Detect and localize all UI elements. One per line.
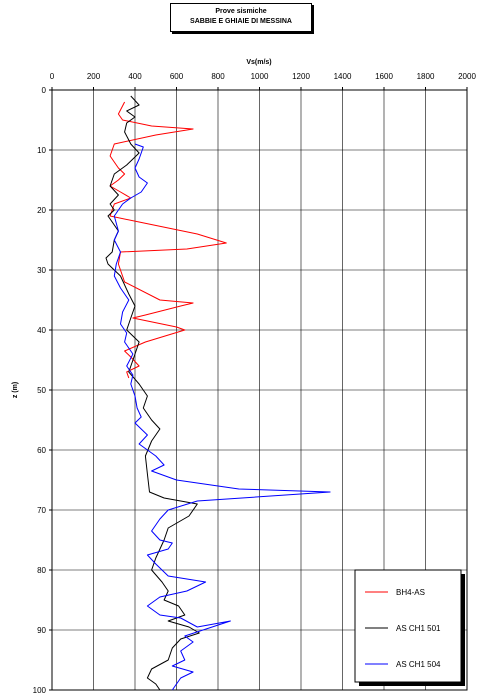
x-tick-label: 1200 <box>292 72 310 81</box>
y-tick-label: 20 <box>37 206 46 215</box>
x-axis-ticks: 0 200 400 600 800 1000 1200 1400 1600 1800 2000 <box>50 72 476 90</box>
y-axis-ticks: 0 10 20 30 40 50 60 70 80 90 100 <box>33 86 52 695</box>
x-tick-label: 0 <box>50 72 55 81</box>
x-tick-label: 600 <box>170 72 184 81</box>
legend: BH4-AS AS CH1 501 AS CH1 504 <box>354 569 465 686</box>
y-axis-title: z (m) <box>12 382 19 398</box>
legend-label: AS CH1 501 <box>396 624 441 633</box>
y-tick-label: 70 <box>37 506 46 515</box>
y-tick-label: 50 <box>37 386 46 395</box>
legend-box <box>354 569 462 683</box>
chart-title-box: Prove sismiche SABBIE E GHIAIE DI MESSIN… <box>170 3 312 32</box>
legend-label: AS CH1 504 <box>396 660 441 669</box>
legend-items: BH4-AS AS CH1 501 AS CH1 504 <box>365 588 441 669</box>
y-tick-label: 30 <box>37 266 46 275</box>
y-tick-label: 100 <box>33 686 47 695</box>
legend-label: BH4-AS <box>396 588 425 597</box>
y-tick-label: 80 <box>37 566 46 575</box>
x-tick-label: 800 <box>211 72 225 81</box>
series-line-1 <box>109 101 227 379</box>
chart-title: Prove sismiche <box>215 8 267 15</box>
x-tick-label: 2000 <box>458 72 476 81</box>
x-tick-label: 1800 <box>417 72 435 81</box>
series-line-3 <box>113 143 331 691</box>
chart-subtitle: SABBIE E GHIAIE DI MESSINA <box>190 18 292 25</box>
y-tick-label: 0 <box>42 86 47 95</box>
y-tick-label: 90 <box>37 626 46 635</box>
x-tick-label: 400 <box>128 72 142 81</box>
x-tick-label: 1600 <box>375 72 393 81</box>
x-tick-label: 1000 <box>251 72 269 81</box>
x-axis-title: Vs(m/s) <box>246 59 271 66</box>
series-line-2 <box>105 95 200 691</box>
y-tick-label: 60 <box>37 446 46 455</box>
y-tick-label: 40 <box>37 326 46 335</box>
x-tick-label: 1400 <box>334 72 352 81</box>
x-tick-label: 200 <box>87 72 101 81</box>
y-tick-label: 10 <box>37 146 46 155</box>
series-lines <box>105 95 331 691</box>
